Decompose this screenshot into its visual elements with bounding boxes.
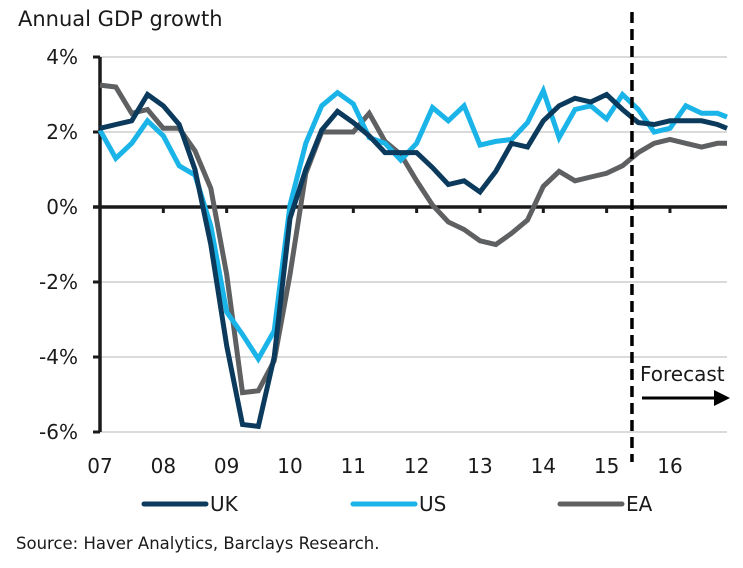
x-tick-label: 08 [151,454,176,478]
y-tick-label: -2% [39,270,78,294]
y-tick-label: 4% [46,45,78,69]
y-tick-label: 0% [46,195,78,219]
x-tick-label: 09 [214,454,239,478]
gridlines [100,56,727,433]
axes [93,57,727,432]
forecast-marker: Forecast [630,12,730,462]
legend-label-us: US [419,492,446,516]
x-axis-ticks: 07 08 09 10 11 12 13 14 15 16 [87,207,683,478]
legend-label-uk: UK [210,492,239,516]
x-tick-label: 12 [404,454,429,478]
series-line-ea [99,82,727,396]
legend: UK US EA [141,492,653,516]
y-tick-label: 2% [46,120,78,144]
chart-title: Annual GDP growth [18,7,223,31]
y-axis-ticks: 4% 2% 0% -2% -4% -6% [39,45,100,444]
legend-label-ea: EA [626,492,653,516]
x-tick-label: 11 [341,454,366,478]
series-lines [97,82,728,430]
forecast-label: Forecast [640,362,725,386]
x-tick-label: 15 [594,454,619,478]
forecast-arrow-head [714,390,730,406]
x-tick-label: 16 [657,454,682,478]
x-tick-label: 13 [467,454,492,478]
y-tick-label: -6% [39,420,78,444]
y-tick-label: -4% [39,345,78,369]
source-note: Source: Haver Analytics, Barclays Resear… [16,534,380,553]
x-tick-label: 14 [531,454,556,478]
series-line-uk [99,90,728,430]
x-tick-label: 10 [277,454,302,478]
x-tick-label: 07 [87,454,112,478]
